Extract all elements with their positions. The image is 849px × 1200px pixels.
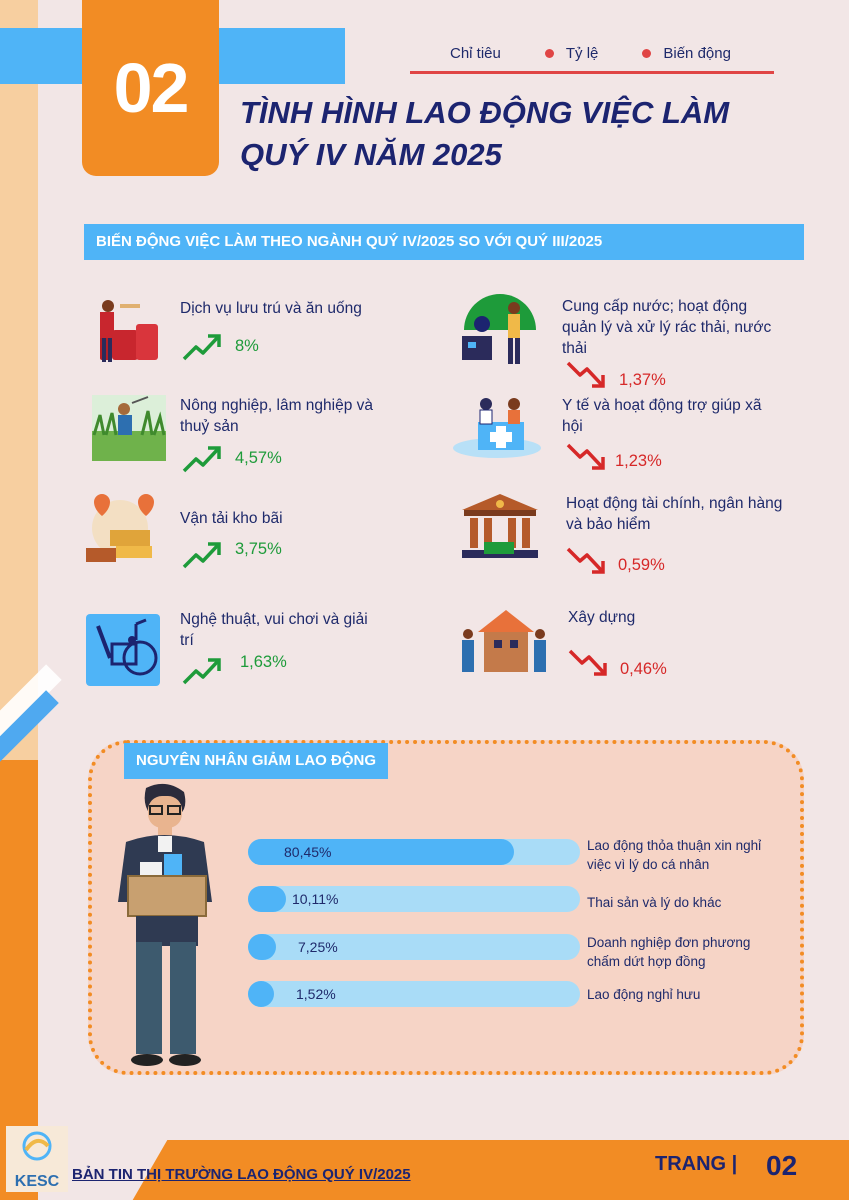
- causes-section-title: NGUYÊN NHÂN GIẢM LAO ĐỘNG: [124, 743, 388, 779]
- page-label: TRANG |: [655, 1153, 738, 1175]
- page-number: 02: [766, 1150, 798, 1181]
- bulletin-title: BẢN TIN THỊ TRƯỜNG LAO ĐỘNG QUÝ IV/2025: [72, 1166, 411, 1183]
- dot-icon: [642, 49, 652, 58]
- hotel-bellboy-icon: [100, 300, 158, 362]
- cause-label-termination: Doanh nghiệp đơn phương chấm dứt hợp đồn…: [587, 935, 751, 969]
- trend-down-icon: [566, 361, 605, 388]
- legend: Chỉ tiêu Tỷ lệ Biến động: [410, 36, 774, 74]
- cause-bar-fill: [248, 981, 274, 1007]
- cause-label-personal: Lao động thỏa thuận xin nghỉ việc vì lý …: [587, 838, 762, 872]
- sector-label-construction: Xây dựng: [568, 609, 636, 626]
- sector-value-water: 1,37%: [619, 371, 666, 389]
- sector-label-finance: Hoạt động tài chính, ngân hàng và bảo hi…: [566, 495, 783, 533]
- cause-bar-personal: 80,45%: [248, 839, 580, 865]
- cause-bar-termination: 7,25%: [248, 934, 580, 960]
- sectors-section-title: BIẾN ĐỘNG VIỆC LÀM THEO NGÀNH QUÝ IV/202…: [84, 224, 804, 260]
- cause-bar-maternity: 10,11%: [248, 886, 580, 912]
- trend-down-icon: [568, 649, 607, 676]
- trend-down-icon: [566, 547, 605, 574]
- water-waste-icon: [462, 294, 536, 364]
- cause-bar-fill: [248, 886, 286, 912]
- legend-item-ratio: Tỷ lệ: [544, 45, 598, 62]
- logistics-icon: [86, 494, 154, 562]
- legend-item-indicator: Chỉ tiêu: [450, 45, 501, 62]
- kesc-logo: KESC: [6, 1126, 68, 1192]
- sector-value-transport: 3,75%: [235, 540, 282, 558]
- sector-label-water: Cung cấp nước; hoạt động quản lý và xử l…: [562, 298, 772, 357]
- construction-icon: [462, 610, 546, 672]
- cause-value-retirement: 1,52%: [296, 986, 336, 1002]
- dot-icon: [544, 49, 554, 58]
- sector-label-agriculture: Nông nghiệp, lâm nghiệp và thuỷ sản: [180, 397, 374, 435]
- sector-label-hospitality: Dịch vụ lưu trú và ăn uống: [180, 300, 362, 317]
- sector-value-construction: 0,46%: [620, 660, 667, 678]
- cause-bar-fill: [248, 839, 514, 865]
- cause-value-termination: 7,25%: [298, 939, 338, 955]
- cause-bar-fill: [248, 934, 276, 960]
- cause-value-maternity: 10,11%: [292, 891, 339, 907]
- sector-value-agriculture: 4,57%: [235, 449, 282, 467]
- music-art-icon: [86, 614, 160, 686]
- cause-value-personal: 80,45%: [284, 844, 332, 860]
- trend-up-icon: [182, 658, 221, 685]
- cause-label-retirement: Lao động nghỉ hưu: [587, 987, 701, 1002]
- cause-label-maternity: Thai sản và lý do khác: [587, 895, 722, 910]
- sector-value-hospitality: 8%: [235, 337, 259, 355]
- trend-up-icon: [182, 446, 221, 473]
- sector-value-health: 1,23%: [615, 452, 662, 470]
- trend-up-icon: [182, 334, 221, 361]
- legend-item-change: Biến động: [642, 45, 731, 62]
- trend-down-icon: [566, 443, 605, 470]
- sector-label-transport: Vận tải kho bãi: [180, 510, 283, 527]
- logo-text: KESC: [14, 1173, 60, 1190]
- cause-bar-retirement: 1,52%: [248, 981, 580, 1007]
- section-number-badge: 02: [82, 0, 219, 176]
- sector-label-health: Y tế và hoạt động trợ giúp xã hội: [562, 397, 762, 435]
- trend-up-icon: [182, 542, 221, 569]
- footer-band: [218, 1140, 849, 1200]
- sector-label-arts: Nghệ thuật, vui chơi và giải trí: [180, 611, 368, 649]
- sector-value-arts: 1,63%: [240, 653, 287, 671]
- bank-icon: [462, 494, 538, 558]
- sector-value-finance: 0,59%: [618, 556, 665, 574]
- worker-with-box-illustration: [118, 783, 212, 1066]
- farming-icon: [92, 395, 166, 461]
- page-title: TÌNH HÌNH LAO ĐỘNG VIỆC LÀM QUÝ IV NĂM 2…: [240, 95, 730, 172]
- healthcare-icon: [453, 398, 541, 458]
- logo-emblem-icon: [22, 1131, 52, 1161]
